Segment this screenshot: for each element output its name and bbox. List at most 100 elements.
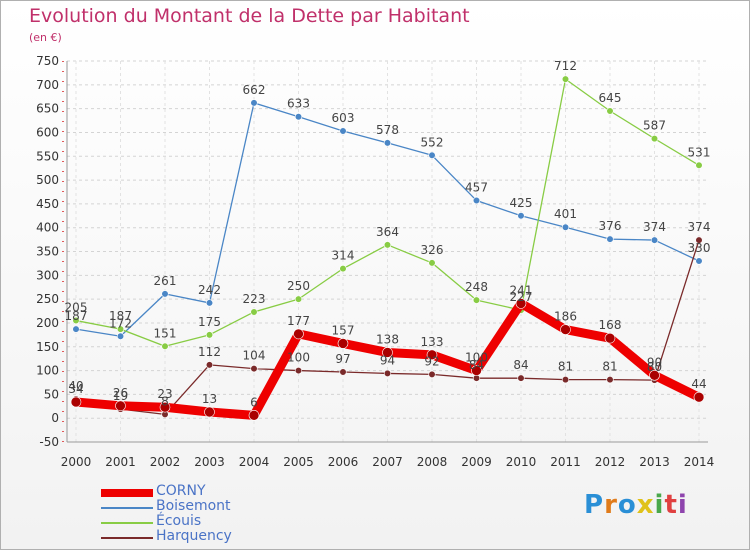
- data-point-couis: [294, 295, 303, 303]
- data-label-harquency: 97: [335, 352, 350, 366]
- data-label-couis: 314: [332, 249, 355, 263]
- data-point-boisemont: [161, 290, 169, 298]
- data-point-corny: [515, 298, 527, 309]
- data-label-harquency: 81: [558, 360, 573, 374]
- data-label-corny: 157: [332, 323, 355, 337]
- data-point-corny: [204, 406, 215, 418]
- data-label-harquency: 92: [424, 354, 439, 368]
- data-label-boisemont: 633: [287, 97, 310, 111]
- data-point-boisemont: [383, 139, 392, 147]
- data-point-boisemont: [606, 235, 614, 243]
- data-label-couis: 151: [154, 326, 177, 340]
- data-point-corny: [159, 401, 171, 413]
- y-tick-label: 0: [51, 411, 59, 425]
- data-label-corny: 13: [202, 392, 217, 406]
- data-label-couis: 531: [688, 145, 711, 159]
- x-tick-label: 2013: [639, 455, 670, 469]
- data-point-harquency: [339, 368, 347, 376]
- data-label-couis: 175: [198, 315, 221, 329]
- data-point-boisemont: [695, 257, 703, 265]
- data-label-harquency: 84: [469, 358, 484, 372]
- data-label-boisemont: 552: [421, 135, 444, 149]
- chart-subtitle: (en €): [29, 31, 62, 44]
- data-label-boisemont: 662: [243, 83, 266, 97]
- data-point-harquency: [205, 361, 214, 369]
- data-label-corny: 168: [599, 318, 622, 332]
- data-point-harquency: [517, 374, 525, 382]
- data-point-boisemont: [116, 332, 125, 340]
- data-point-boisemont: [517, 212, 525, 220]
- y-tick-label: 650: [36, 102, 59, 116]
- data-label-corny: 90: [647, 355, 662, 369]
- y-tick-label: 150: [36, 340, 59, 354]
- data-point-harquency: [695, 236, 703, 244]
- y-tick-label: 450: [36, 197, 59, 211]
- y-tick-label: 500: [36, 173, 59, 187]
- x-tick-label: 2000: [61, 455, 92, 469]
- data-label-couis: 223: [243, 292, 266, 306]
- data-point-corny: [426, 349, 438, 361]
- x-tick-label: 2010: [506, 455, 537, 469]
- data-label-harquency: 104: [243, 349, 266, 363]
- y-tick-label: 550: [36, 149, 59, 163]
- data-label-couis: 364: [376, 225, 399, 239]
- legend-swatch-corny: [101, 489, 153, 497]
- x-tick-label: 2012: [595, 455, 626, 469]
- data-point-harquency: [606, 376, 614, 384]
- data-label-harquency: 100: [287, 351, 310, 365]
- x-tick-label: 2007: [372, 455, 403, 469]
- data-point-boisemont: [561, 223, 570, 231]
- logo-letter: x: [636, 490, 655, 520]
- series-group: [70, 75, 705, 421]
- data-label-couis: 250: [287, 279, 310, 293]
- data-point-couis: [205, 331, 214, 339]
- proxiti-logo: Proxiti: [584, 490, 688, 520]
- data-label-corny: 133: [421, 335, 444, 349]
- legend-swatch-harquency: [101, 537, 153, 539]
- data-point-couis: [606, 107, 614, 115]
- chart-title: Evolution du Montant de la Dette par Hab…: [29, 5, 470, 27]
- x-tick-label: 2003: [194, 455, 225, 469]
- x-tick-label: 2008: [417, 455, 448, 469]
- data-label-couis: 248: [465, 280, 488, 294]
- data-label-harquency: 8: [161, 394, 169, 408]
- data-point-corny: [293, 328, 304, 340]
- data-point-boisemont: [428, 151, 436, 159]
- data-label-couis: 645: [599, 91, 622, 105]
- data-label-boisemont: 242: [198, 283, 221, 297]
- data-label-boisemont: 172: [109, 316, 132, 330]
- data-label-boisemont: 374: [643, 220, 666, 234]
- data-label-boisemont: 578: [376, 123, 399, 137]
- data-label-corny: 177: [287, 314, 310, 328]
- data-label-corny: 241: [510, 283, 533, 297]
- y-tick-label: 300: [36, 268, 59, 282]
- data-label-boisemont: 425: [510, 196, 533, 210]
- data-label-corny: 26: [113, 386, 128, 400]
- data-label-boisemont: 261: [154, 274, 177, 288]
- data-point-corny: [382, 347, 393, 358]
- x-tick-label: 2014: [684, 455, 715, 469]
- data-label-harquency: 112: [198, 345, 221, 359]
- data-point-couis: [161, 342, 169, 350]
- data-point-couis: [561, 75, 570, 83]
- data-point-couis: [339, 265, 347, 273]
- logo-letter: i: [677, 490, 688, 520]
- logo-letter: r: [604, 490, 618, 520]
- y-tick-label: 350: [36, 245, 59, 259]
- data-point-corny: [649, 370, 660, 381]
- data-label-corny: 44: [691, 377, 706, 391]
- data-label-couis: 587: [643, 119, 666, 133]
- data-point-corny: [337, 338, 349, 349]
- data-label-harquency: 81: [602, 360, 617, 374]
- data-label-boisemont: 330: [688, 241, 711, 255]
- grid: [67, 60, 708, 443]
- data-point-boisemont: [294, 113, 303, 121]
- y-tick-label: 750: [36, 54, 59, 68]
- data-label-harquency: 40: [68, 379, 83, 393]
- data-label-corny: 100: [465, 351, 488, 365]
- data-point-harquency: [472, 374, 481, 382]
- data-point-couis: [695, 161, 703, 169]
- legend-label-boisemont: Boisemont: [156, 498, 231, 514]
- data-label-harquency: 19: [113, 389, 128, 403]
